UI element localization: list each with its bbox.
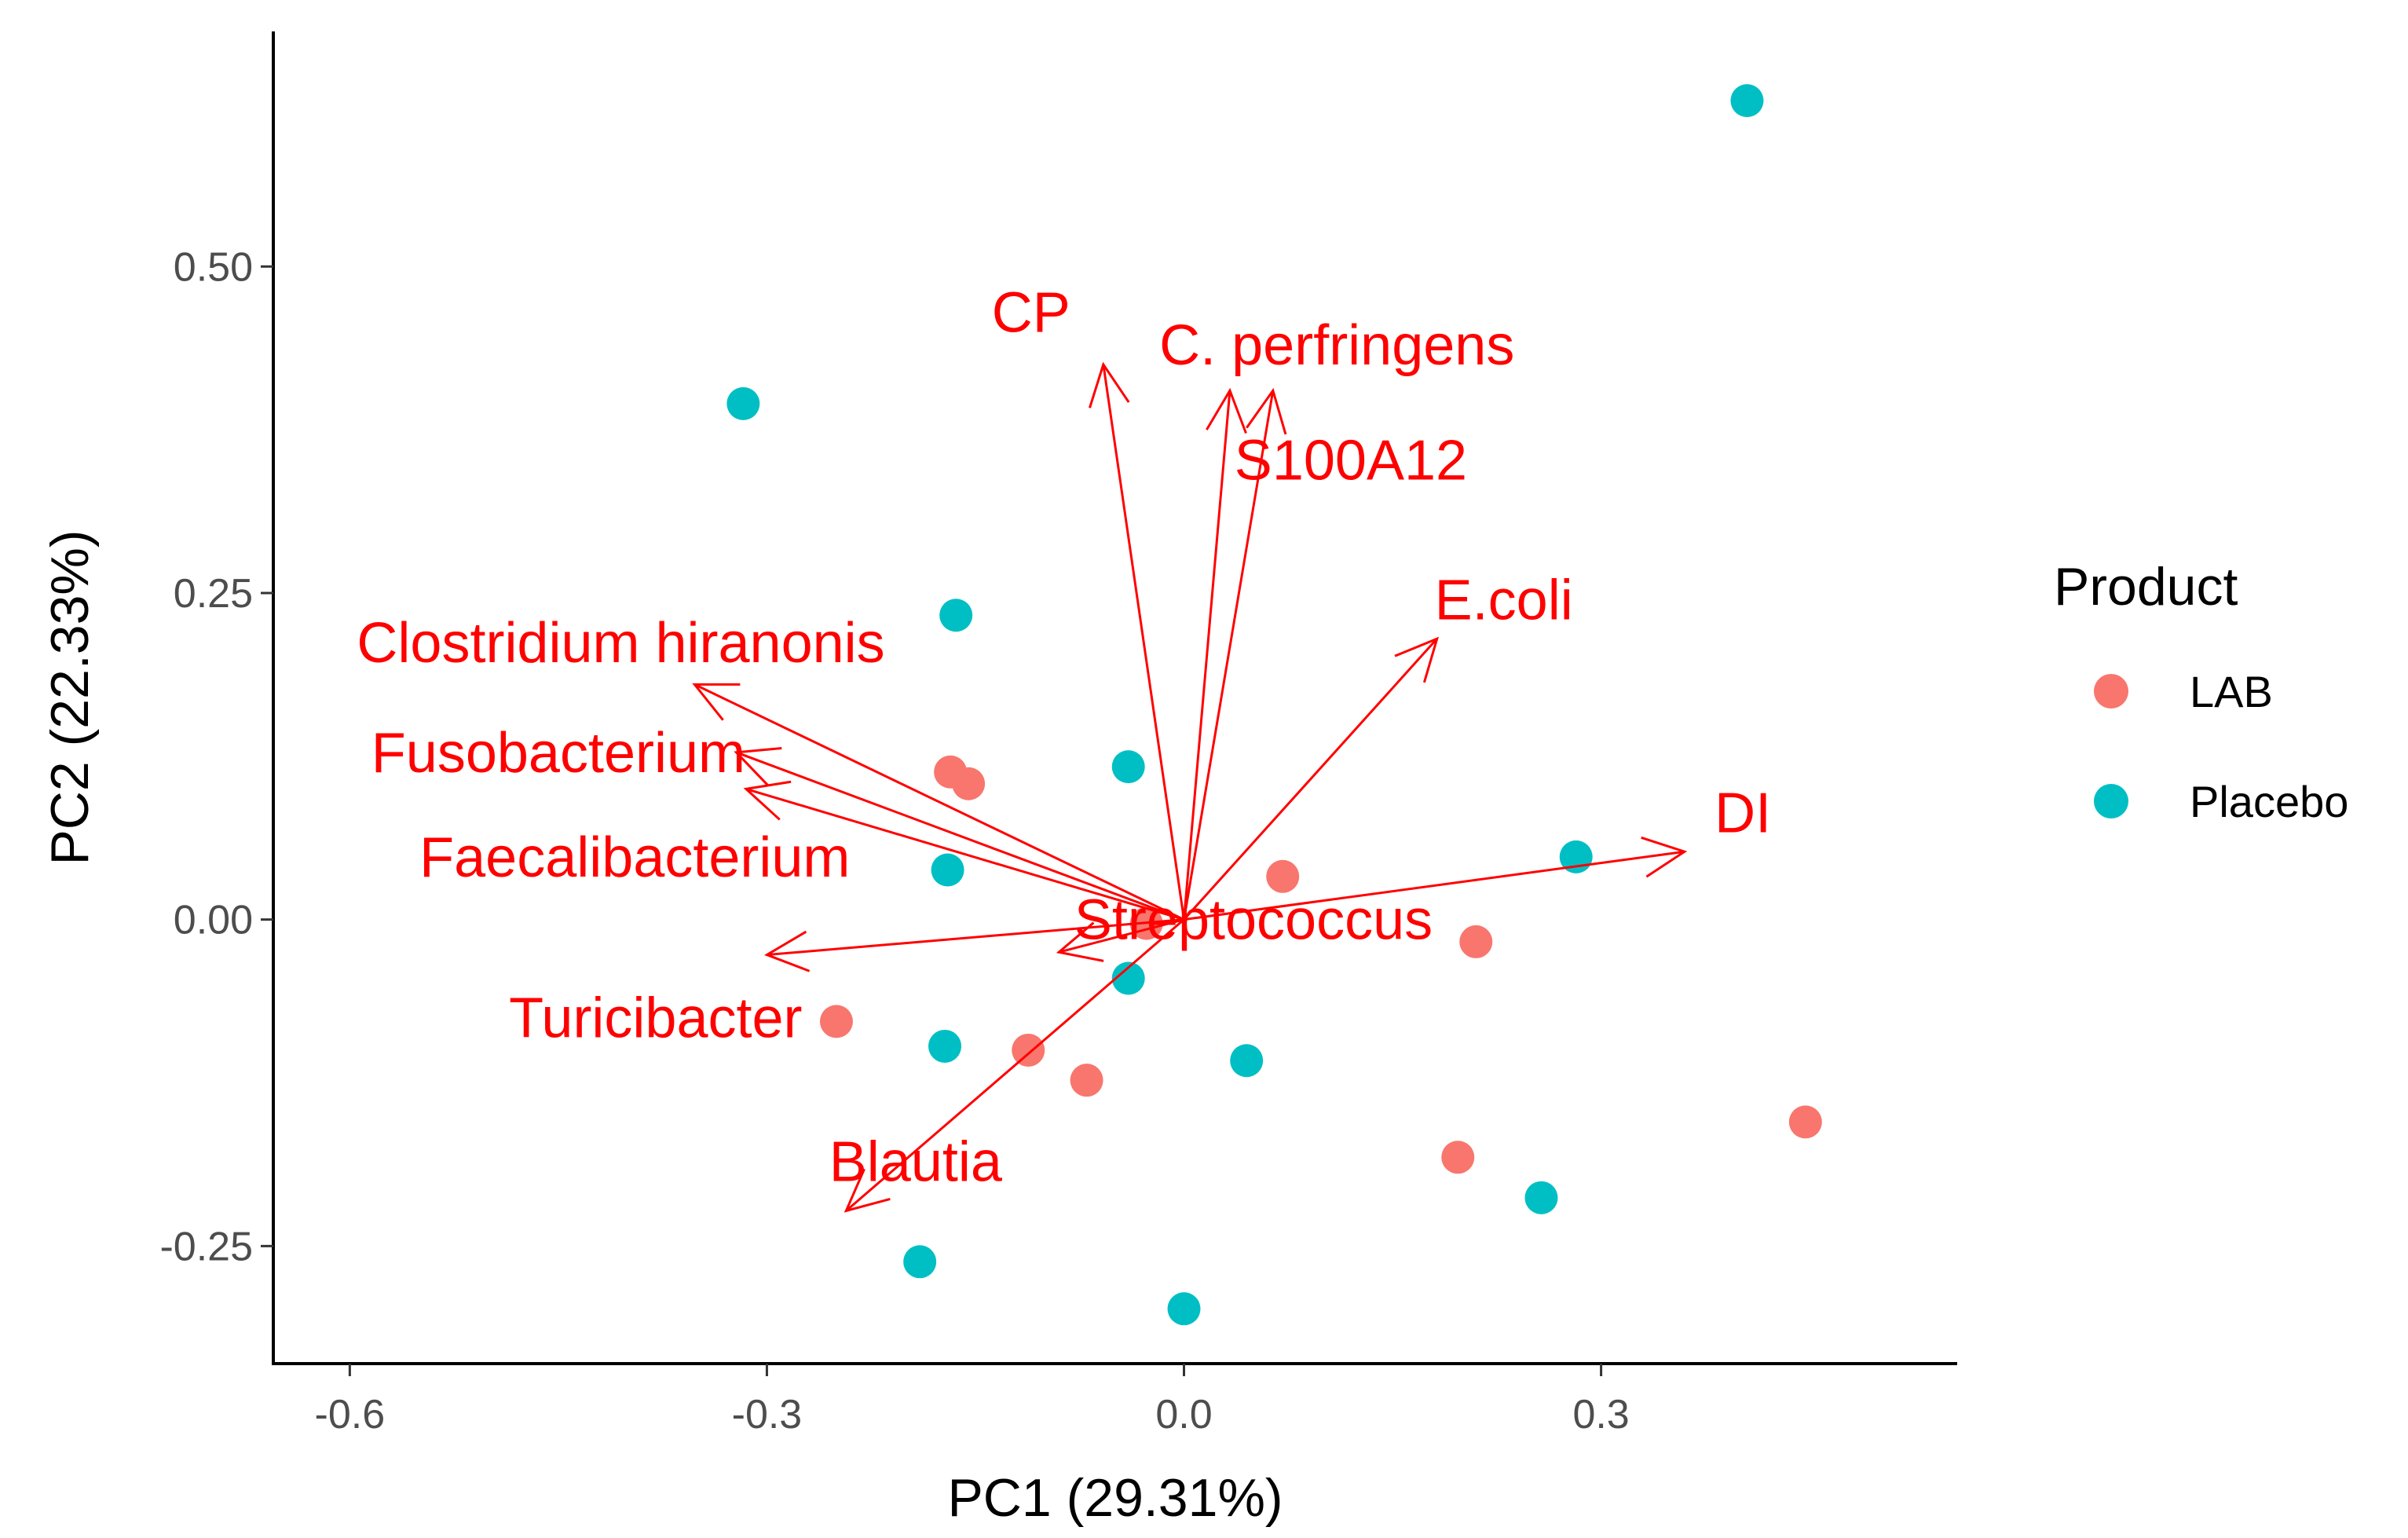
loading-arrow-turicibacter	[763, 918, 1184, 972]
loading-label-c-perfringens: C. perfringens	[1159, 314, 1514, 377]
loading-arrow-c-perfringens	[1183, 387, 1247, 920]
point-placebo-11	[903, 1245, 937, 1279]
loading-label-turicibacter: Turicibacter	[509, 987, 802, 1049]
loading-label-faecalibacterium: Faecalibacterium	[419, 826, 850, 889]
x-tick-label: 0.0	[1155, 1392, 1212, 1437]
x-axis-ticks: -0.6 -0.3 0.0 0.3	[315, 1364, 1630, 1437]
loading-label-e-coli: E.coli	[1435, 569, 1573, 632]
loading-label-streptococcus: Streptococcus	[1074, 889, 1433, 952]
loading-label-blautia: Blautia	[829, 1130, 1003, 1193]
legend-label-placebo: Placebo	[2190, 777, 2348, 826]
loading-arrow-cp	[1089, 361, 1185, 920]
loading-arrow-clostridium-hiranonis	[692, 683, 1185, 921]
loading-label-clostridium-hiranonis: Clostridium hiranonis	[357, 612, 884, 675]
legend-key-placebo	[2094, 784, 2128, 818]
point-lab-10	[1788, 1105, 1822, 1139]
y-tick-label: 0.50	[174, 244, 253, 290]
y-tick-label: 0.00	[174, 898, 253, 943]
x-axis-title: PC1 (29.31%)	[947, 1468, 1283, 1528]
legend-label-lab: LAB	[2190, 667, 2273, 716]
loading-label-di: DI	[1715, 782, 1771, 844]
loading-arrow-e-coli	[1183, 636, 1440, 921]
y-tick-label: 0.25	[174, 571, 253, 617]
legend-key-lab	[2094, 674, 2128, 709]
loading-label-fusobacterium: Fusobacterium	[371, 722, 745, 785]
point-lab-2	[952, 767, 986, 800]
point-placebo-8	[928, 1029, 962, 1063]
loading-labels: CP C. perfringens S100A12 E.coli DI Clostridi…	[357, 281, 1771, 1193]
loading-arrow-streptococcus	[1056, 918, 1184, 962]
point-lab-3	[1266, 859, 1300, 893]
x-tick-label: 0.3	[1572, 1392, 1629, 1437]
point-lab-7	[1012, 1033, 1045, 1067]
point-lab-6	[819, 1005, 853, 1038]
point-placebo-3	[939, 599, 973, 632]
loading-arrow-di	[1184, 836, 1688, 921]
point-placebo-1	[1730, 84, 1764, 118]
loading-vectors	[692, 361, 1688, 1213]
loading-arrow-blautia	[844, 918, 1185, 1213]
loading-arrow-fusobacterium	[734, 747, 1185, 921]
point-placebo-2	[726, 386, 760, 420]
point-placebo-6	[931, 853, 964, 887]
point-placebo-7	[1111, 961, 1145, 995]
legend-title: Product	[2054, 557, 2238, 617]
y-axis-title: PC2 (22.33%)	[40, 529, 100, 865]
loading-arrow-s100a12	[1183, 387, 1287, 920]
x-tick-label: -0.6	[315, 1392, 386, 1437]
legend: Product LAB Placebo	[2054, 557, 2348, 826]
loading-arrow-faecalibacterium	[743, 780, 1184, 921]
point-lab-8	[1070, 1064, 1103, 1097]
point-lab-5	[1459, 925, 1493, 958]
y-axis-ticks: -0.25 0.00 0.25 0.50	[159, 244, 273, 1269]
point-placebo-4	[1111, 750, 1145, 784]
point-placebo-9	[1230, 1044, 1264, 1078]
point-placebo-10	[1524, 1181, 1558, 1214]
y-tick-label: -0.25	[159, 1224, 253, 1269]
point-placebo-12	[1167, 1292, 1201, 1326]
axes	[272, 31, 1957, 1365]
point-lab-9	[1441, 1141, 1475, 1174]
loading-label-cp: CP	[992, 281, 1070, 344]
loading-label-s100a12: S100A12	[1235, 429, 1467, 492]
x-tick-label: -0.3	[732, 1392, 803, 1437]
